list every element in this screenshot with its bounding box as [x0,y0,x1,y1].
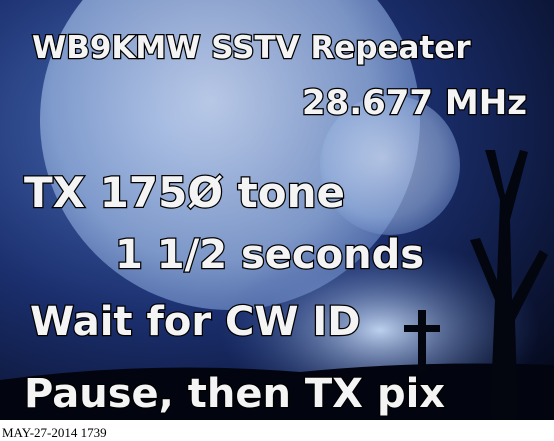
timestamp: MAY-27-2014 1739 [2,425,107,440]
text-line: Wait for CW ID [30,299,360,345]
text-line: 1 1/2 seconds [115,232,424,278]
text-line: 28.677 MHz [302,83,527,123]
page: {"image": {"lines": ["WB9KMW SSTV Repeat… [0,0,554,441]
text-line: WB9KMW SSTV Repeater [32,30,471,66]
text-line: Pause, then TX pix [24,371,445,417]
text-line: TX 175Ø tone [24,168,345,217]
sstv-image: WB9KMW SSTV Repeater 28.677 MHz TX 175Ø … [0,0,554,441]
